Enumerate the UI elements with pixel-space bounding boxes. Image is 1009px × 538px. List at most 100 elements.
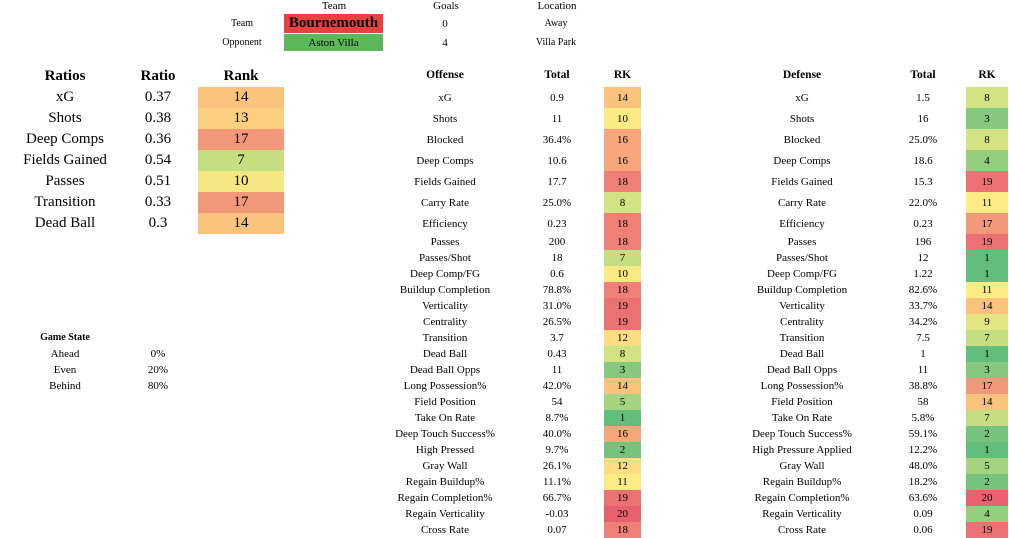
game-state-label: Even: [53, 364, 77, 376]
defense-rank-cell: 2: [966, 474, 1008, 490]
defense-total: 12.2%: [908, 444, 938, 456]
defense-total: 1: [920, 348, 926, 360]
ratio-rank-cell: 14: [198, 213, 284, 234]
offense-rank-cell: 1: [604, 410, 641, 426]
defense-metric-label: Centrality: [780, 316, 824, 328]
defense-metric-label: Carry Rate: [778, 196, 826, 209]
defense-total: 7.5: [916, 332, 930, 344]
ratio-value: 0.54: [144, 152, 172, 168]
defense-header-metric: Defense: [782, 69, 822, 81]
team-label: Team: [230, 18, 254, 29]
ratio-metric-label: xG: [55, 89, 75, 105]
offense-metric-label: Carry Rate: [421, 196, 469, 209]
defense-rank-cell: 5: [966, 458, 1008, 474]
offense-total: 66.7%: [542, 492, 572, 504]
offense-metric-label: Cross Rate: [421, 524, 469, 536]
offense-total: 11.1%: [542, 476, 571, 488]
defense-rank-cell: 8: [966, 129, 1008, 150]
offense-metric-label: Regain Buildup%: [405, 476, 485, 488]
offense-total: 8.7%: [545, 412, 569, 424]
offense-rank-cell: 10: [604, 266, 641, 282]
defense-rank-cell: 20: [966, 490, 1008, 506]
offense-rank-cell: 12: [604, 458, 641, 474]
opponent-name: Aston Villa: [308, 36, 359, 49]
offense-rank-cell: 10: [604, 108, 641, 129]
ratio-metric-label: Transition: [34, 194, 96, 210]
defense-total: 38.8%: [908, 380, 938, 392]
defense-metric-label: Take On Rate: [771, 412, 833, 424]
offense-metric-label: Long Possession%: [403, 380, 487, 392]
offense-total: 9.7%: [545, 444, 569, 456]
ratio-metric-label: Fields Gained: [23, 152, 107, 168]
offense-total: 0.23: [547, 217, 567, 230]
offense-metric-label: Gray Wall: [422, 460, 468, 472]
ratio-metric-label: Deep Comps: [26, 131, 104, 147]
defense-total: 0.06: [913, 524, 933, 536]
team-goals: 0: [442, 18, 448, 30]
ratio-metric-label: Passes: [45, 173, 85, 189]
offense-metric-label: Regain Verticality: [405, 508, 485, 520]
defense-metric-label: Blocked: [783, 133, 821, 146]
defense-total: 1.22: [913, 268, 933, 280]
offense-metric-label: Passes/Shot: [419, 252, 471, 264]
offense-metric-label: High Pressed: [415, 444, 475, 456]
defense-total: 58: [917, 396, 929, 408]
offense-metric-label: Field Position: [414, 396, 476, 408]
ratio-rank-cell: 17: [198, 129, 284, 150]
offense-total: -0.03: [545, 508, 569, 520]
game-state-title: Game State: [40, 332, 90, 343]
opponent-goals: 4: [442, 37, 448, 49]
defense-total: 0.23: [913, 217, 933, 230]
offense-rank-cell: 12: [604, 330, 641, 346]
ratio-value: 0.38: [144, 110, 172, 126]
ratios-header-rank: Rank: [223, 68, 259, 84]
defense-metric-label: Shots: [789, 112, 815, 125]
opponent-location: Villa Park: [535, 37, 577, 48]
offense-rank-cell: 16: [604, 129, 641, 150]
defense-rank-cell: 17: [966, 378, 1008, 394]
defense-total: 25.0%: [908, 133, 938, 146]
offense-metric-label: Deep Comps: [416, 154, 474, 167]
defense-metric-label: Passes: [787, 236, 817, 248]
defense-total: 82.6%: [908, 284, 938, 296]
offense-rank-cell: 20: [604, 506, 641, 522]
ratio-value: 0.36: [144, 131, 172, 147]
ratio-rank-cell: 17: [198, 192, 284, 213]
offense-metric-label: Dead Ball Opps: [409, 364, 481, 376]
defense-metric-label: Regain Completion%: [754, 492, 850, 504]
defense-metric-label: High Pressure Applied: [752, 444, 852, 456]
defense-total: 18.6: [913, 154, 933, 167]
offense-rank-cell: 19: [604, 298, 641, 314]
defense-header-rank: RK: [978, 69, 996, 81]
defense-rank-cell: 3: [966, 108, 1008, 129]
defense-rank-cell: 11: [966, 192, 1008, 213]
defense-rank-cell: 1: [966, 442, 1008, 458]
offense-rank-cell: 18: [604, 171, 641, 192]
defense-metric-label: Regain Buildup%: [762, 476, 842, 488]
offense-metric-label: Deep Comp/FG: [410, 268, 480, 280]
defense-metric-label: Long Possession%: [760, 380, 844, 392]
defense-rank-cell: 14: [966, 298, 1008, 314]
game-state-value: 80%: [147, 380, 169, 392]
offense-total: 17.7: [547, 175, 567, 188]
offense-metric-label: Take On Rate: [414, 412, 476, 424]
defense-metric-label: Deep Comp/FG: [767, 268, 837, 280]
offense-header-metric: Offense: [426, 69, 464, 81]
defense-metric-label: Dead Ball Opps: [766, 364, 838, 376]
team-name-cell: Bournemouth: [284, 14, 383, 33]
ratio-value: 0.3: [148, 215, 168, 231]
ratio-value: 0.33: [144, 194, 172, 210]
defense-rank-cell: 19: [966, 522, 1008, 538]
ratio-rank-cell: 14: [198, 87, 284, 108]
offense-metric-label: Regain Completion%: [397, 492, 493, 504]
header-goals-col: Goals: [433, 0, 459, 12]
offense-metric-label: Transition: [422, 332, 468, 344]
offense-total: 200: [548, 236, 566, 248]
offense-rank-cell: 11: [604, 474, 641, 490]
offense-rank-cell: 14: [604, 378, 641, 394]
offense-metric-label: Dead Ball: [422, 348, 468, 360]
offense-rank-cell: 18: [604, 234, 641, 250]
offense-total: 0.43: [547, 348, 567, 360]
defense-total: 18.2%: [908, 476, 938, 488]
offense-rank-cell: 18: [604, 522, 641, 538]
